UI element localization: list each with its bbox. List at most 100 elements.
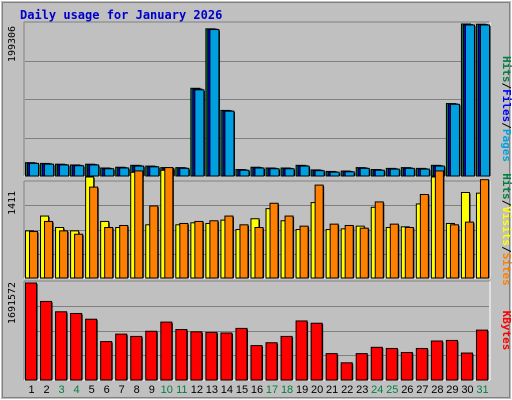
pages-bar (209, 29, 220, 177)
kbytes-bar (475, 329, 489, 381)
kbytes-bar (235, 327, 248, 381)
day-label: 29 (446, 384, 458, 396)
day-label: 21 (326, 384, 338, 396)
chart-title: Daily usage for January 2026 (20, 8, 222, 22)
legend-separator: / (500, 83, 512, 90)
kbytes-bar (160, 321, 173, 381)
legend-kbytes: KBytes (500, 311, 512, 351)
kbytes-bar (295, 320, 308, 381)
day-label: 31 (476, 384, 488, 396)
day-label: 8 (134, 384, 140, 396)
kbytes-bar (175, 329, 188, 381)
day-label: 24 (371, 384, 383, 396)
sites-bar (284, 215, 294, 279)
day-label: 15 (236, 384, 248, 396)
day-label: 18 (281, 384, 293, 396)
day-label: 16 (251, 384, 263, 396)
day-label: 1 (28, 384, 34, 396)
pages-bar (299, 165, 310, 177)
kbytes-bar (340, 362, 353, 381)
visits-panel-bars (25, 167, 490, 279)
sites-bar (119, 224, 129, 279)
visits-panel-legend: Hits/Visits/Sites (500, 173, 512, 286)
legend-separator: / (500, 200, 512, 207)
day-label: 4 (74, 384, 80, 396)
pages-bar (389, 168, 400, 177)
sites-bar (89, 186, 99, 279)
day-label: 6 (104, 384, 110, 396)
pages-bar (479, 24, 491, 177)
kbytes-bar (190, 331, 203, 381)
day-label: 20 (311, 384, 323, 396)
day-label: 14 (221, 384, 233, 396)
kbytes-bar (370, 346, 383, 381)
sites-bar (29, 231, 39, 279)
kbytes-panel-bars (25, 282, 489, 381)
pages-bar (29, 162, 40, 177)
sites-bar (389, 223, 399, 279)
sites-bar (179, 222, 189, 279)
hits-panel-bars (25, 23, 491, 177)
kbytes-bar (385, 347, 398, 381)
sites-bar (59, 230, 69, 279)
legend-files: Files (500, 89, 512, 122)
day-label: 10 (161, 384, 173, 396)
day-label: 7 (119, 384, 125, 396)
day-label: 25 (386, 384, 398, 396)
legend-separator: / (500, 246, 512, 253)
pages-bar (59, 164, 70, 177)
kbytes-bar (40, 300, 53, 381)
kbytes-bar (250, 345, 263, 381)
sites-bar (269, 202, 279, 279)
sites-bar (254, 227, 264, 279)
pages-bar (419, 168, 430, 177)
legend-pages: Pages (500, 129, 512, 162)
visits-panel-max-label: 1411 (7, 191, 18, 215)
legend-hits: Hits (500, 173, 512, 200)
sites-bar (134, 170, 144, 279)
pages-bar (269, 168, 280, 177)
sites-bar (434, 170, 444, 279)
pages-bar (359, 167, 370, 177)
sites-bar (419, 194, 429, 279)
sites-bar (149, 205, 159, 279)
legend-separator: / (500, 122, 512, 129)
pages-bar (449, 103, 460, 177)
sites-bar (224, 215, 234, 279)
sites-bar (329, 223, 339, 279)
kbytes-bar (115, 333, 128, 381)
day-label: 3 (59, 384, 65, 396)
pages-bar (224, 110, 235, 177)
day-label: 22 (341, 384, 353, 396)
kbytes-bar (265, 342, 278, 381)
kbytes-bar (415, 347, 428, 381)
kbytes-bar (400, 351, 413, 381)
kbytes-bar (70, 312, 83, 381)
pages-bar (149, 166, 160, 177)
day-label: 13 (206, 384, 218, 396)
pages-bar (74, 165, 85, 177)
sites-bar (44, 220, 54, 279)
kbytes-bar (55, 311, 68, 381)
sites-bar (239, 224, 249, 279)
kbytes-bar (430, 340, 443, 381)
pages-bar (374, 169, 385, 177)
sites-bar (74, 233, 84, 279)
day-label: 9 (149, 384, 155, 396)
pages-bar (404, 167, 415, 177)
day-label: 2 (43, 384, 49, 396)
kbytes-bar (460, 352, 473, 381)
sites-bar (164, 167, 174, 279)
legend-visits: Visits (500, 206, 512, 246)
hits-panel-legend: Hits/Files/Pages (500, 56, 512, 162)
pages-bar (239, 169, 250, 177)
sites-bar (449, 224, 459, 279)
pages-bar (254, 167, 265, 177)
kbytes-bar (205, 331, 218, 381)
day-label: 30 (461, 384, 473, 396)
sites-bar (479, 179, 490, 279)
pages-bar (344, 171, 355, 177)
